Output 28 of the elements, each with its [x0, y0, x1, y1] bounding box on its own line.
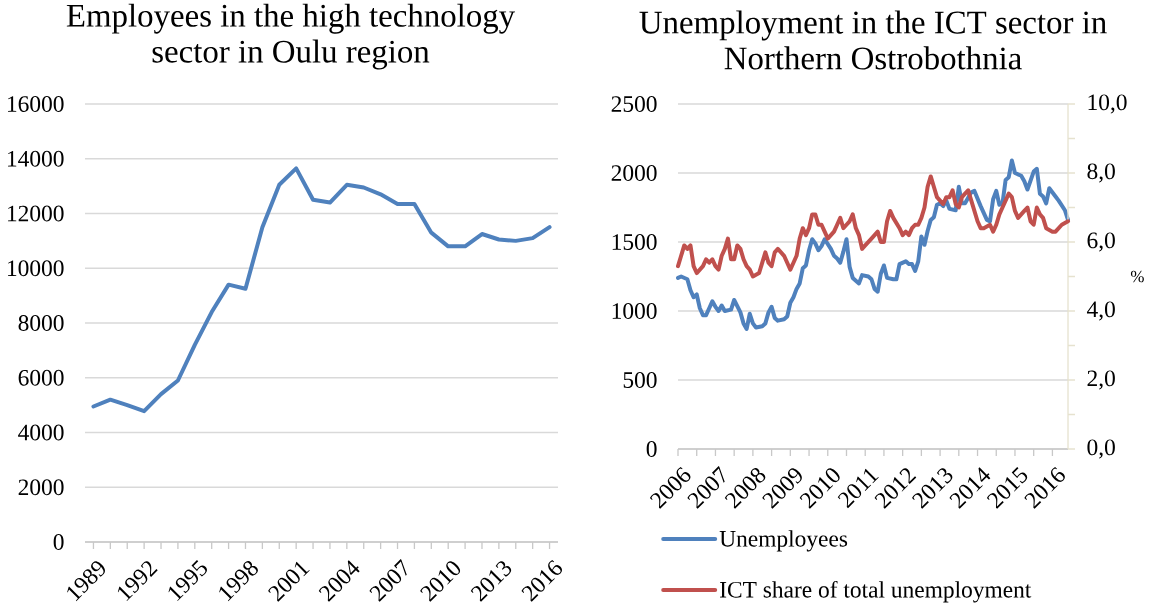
y2-tick-label: 8,0 [1087, 163, 1115, 183]
y2-tick-label: 6,0 [1087, 232, 1115, 252]
y2-tick-label: 4,0 [1086, 301, 1115, 321]
y-tick-label: 10000 [8, 260, 64, 277]
line-series [91, 166, 552, 414]
y-tick-label: 0 [646, 441, 657, 457]
y-tick-label: 14000 [8, 150, 64, 167]
chart-title: Employees in the high technology sector in Oulu region [66, 3, 516, 70]
y-tick-label: 2500 [611, 96, 657, 112]
y2-tick-label: 10,0 [1088, 94, 1127, 114]
y-tick-label: 2000 [18, 479, 64, 496]
line-series [676, 158, 1071, 331]
y-tick-label: 0 [53, 534, 64, 550]
y-tick-label: 4000 [18, 424, 64, 441]
y-tick-label: 12000 [8, 205, 64, 222]
y-tick-label: 500 [623, 372, 657, 388]
y-tick-label: 16000 [8, 96, 64, 112]
y2-tick-label: 0,0 [1087, 439, 1115, 459]
y-tick-label: 2000 [611, 165, 657, 181]
y-tick-label: 1000 [612, 303, 657, 319]
y-tick-label: 8000 [18, 315, 64, 331]
legend-label: Unemployees [719, 530, 848, 552]
y2-tick-label: 2,0 [1087, 370, 1115, 390]
y2-axis-title: % [1130, 270, 1144, 283]
legend-label: ICT share of total unemployment [720, 580, 1032, 603]
y-tick-label: 1500 [612, 234, 657, 250]
y-tick-label: 6000 [18, 369, 64, 386]
chart-title: Unemployment in the ICT sector in Northern Ostrobothnia [639, 10, 1107, 70]
